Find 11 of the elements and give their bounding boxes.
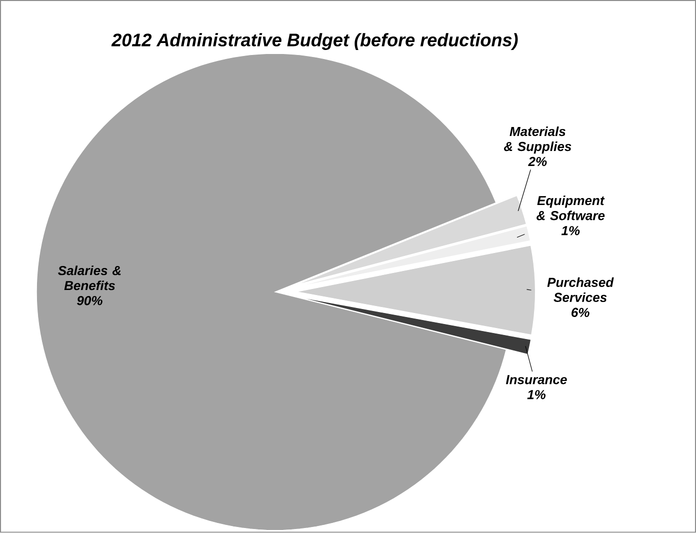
data-label: 1% — [561, 226, 580, 236]
slice-label: Insurance — [506, 375, 567, 384]
data-label: 2% — [528, 157, 547, 166]
slice-label: Purchased Services — [547, 278, 614, 302]
slice-label: Equipment & Software — [536, 196, 605, 220]
data-label: 6% — [572, 308, 590, 318]
chart-title: 2012 Administrative Budget (before reductions) — [111, 33, 518, 50]
slice-label: Salaries & Benefits — [58, 266, 121, 290]
data-label: 1% — [527, 390, 546, 400]
data-label: 90% — [77, 296, 102, 306]
slice-label: Materials & Supplies — [504, 126, 572, 154]
